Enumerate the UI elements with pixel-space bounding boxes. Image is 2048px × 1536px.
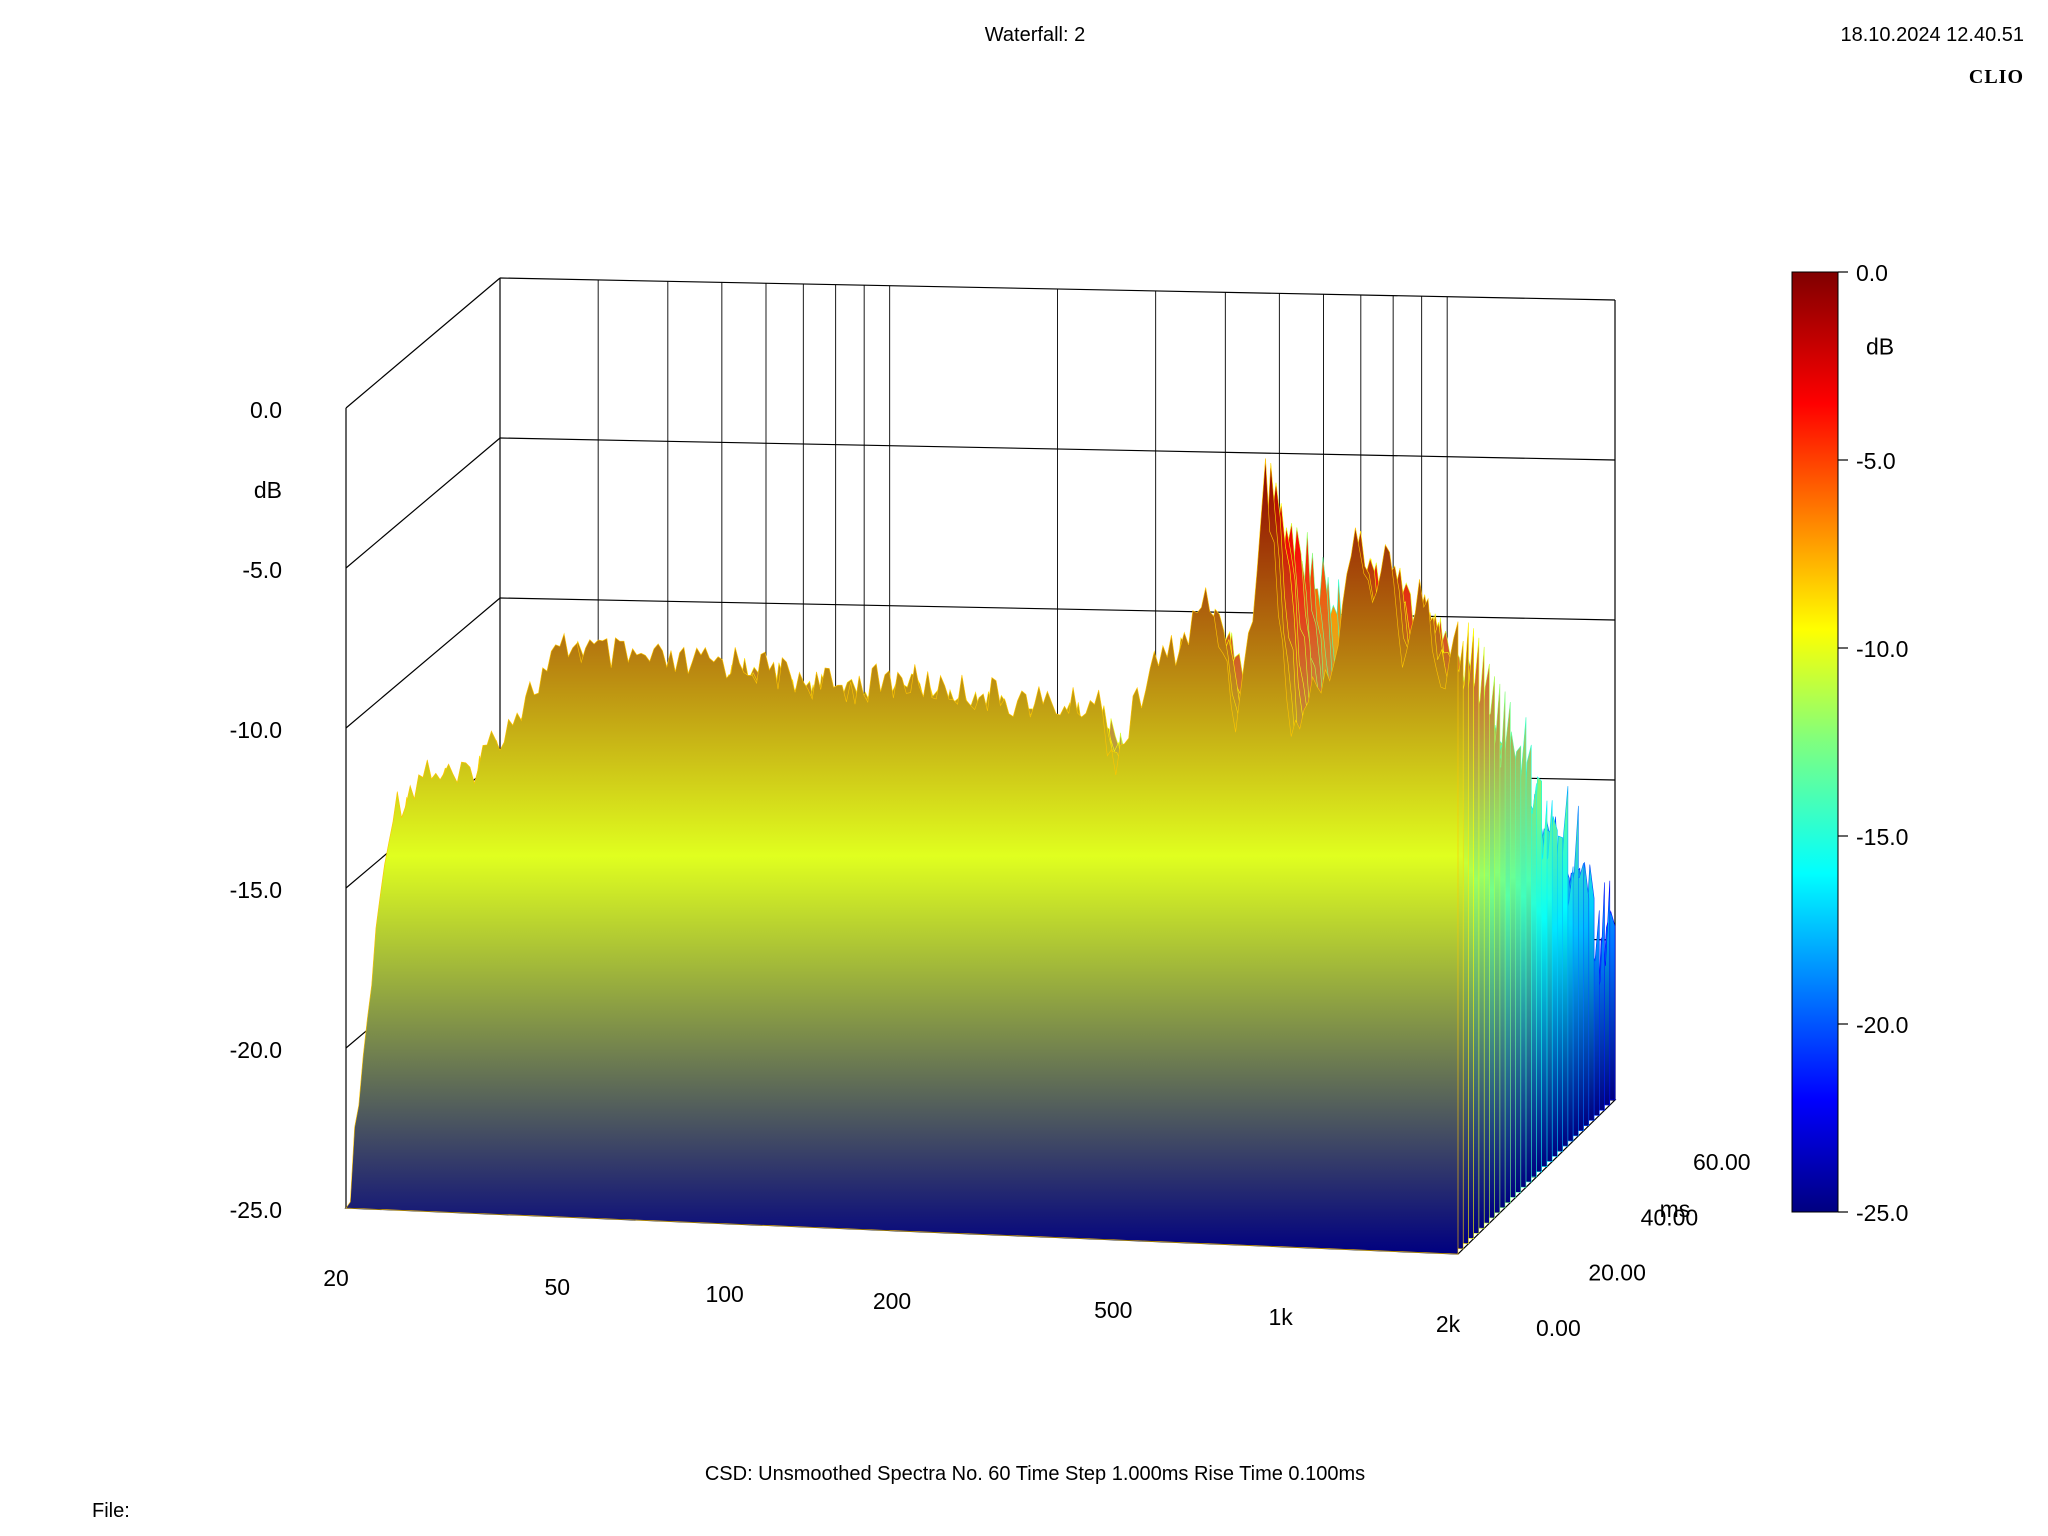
y-tick-label: -5.0 [242, 557, 282, 583]
timestamp: 18.10.2024 12.40.51 [1840, 24, 2024, 46]
x-tick-label: 2k [1436, 1311, 1461, 1337]
colorbar-tick-label: -20.0 [1856, 1012, 1908, 1038]
chart-title: Waterfall: 2 [984, 24, 1086, 46]
x-tick-label: 500 [1094, 1297, 1132, 1323]
colorbar-tick-label: -15.0 [1856, 824, 1908, 850]
x-tick-label: 200 [873, 1288, 911, 1314]
x-tick-label: 50 [544, 1274, 570, 1300]
axis-labels: 0.0 -5.0 -10.0 -15.0 -20.0 -25.0 dB 20 50 100 200 5… [230, 397, 1751, 1341]
y-tick-label: -15.0 [230, 877, 282, 903]
waterfall-surface [345, 458, 1616, 1255]
measurement-info: CSD: Unsmoothed Spectra No. 60 Time Step… [704, 1463, 1366, 1485]
y-tick-label: -20.0 [230, 1037, 282, 1063]
spectrum-slice [345, 458, 1459, 1255]
brand-logo: CLIO [1968, 66, 2024, 88]
z-axis-unit: ms [1660, 1196, 1691, 1222]
y-axis-unit: dB [254, 477, 282, 503]
x-tick-label: 100 [705, 1281, 743, 1307]
y-tick-label: -10.0 [230, 717, 282, 743]
colorbar-tick-label: 0.0 [1856, 260, 1888, 286]
colorbar-tick-label: -5.0 [1856, 448, 1896, 474]
x-tick-label: 20 [323, 1265, 349, 1291]
colorbar-tick-label: -25.0 [1856, 1200, 1908, 1226]
colorbar-unit: dB [1866, 334, 1894, 360]
x-tick-label: 1k [1268, 1304, 1293, 1330]
colorbar: 0.0 -5.0 -10.0 -15.0 -20.0 -25.0 dB [1791, 260, 1908, 1226]
z-tick-label: 60.00 [1693, 1149, 1751, 1175]
colorbar-tick-label: -10.0 [1856, 636, 1908, 662]
z-tick-label: 0.00 [1536, 1315, 1581, 1341]
z-tick-label: 20.00 [1588, 1260, 1646, 1286]
colorbar-gradient [1791, 271, 1839, 1213]
y-tick-label: -25.0 [230, 1197, 282, 1223]
y-tick-label: 0.0 [250, 397, 282, 423]
file-label: File: [92, 1500, 130, 1522]
z-tick-label: 40.00 [1641, 1204, 1699, 1230]
